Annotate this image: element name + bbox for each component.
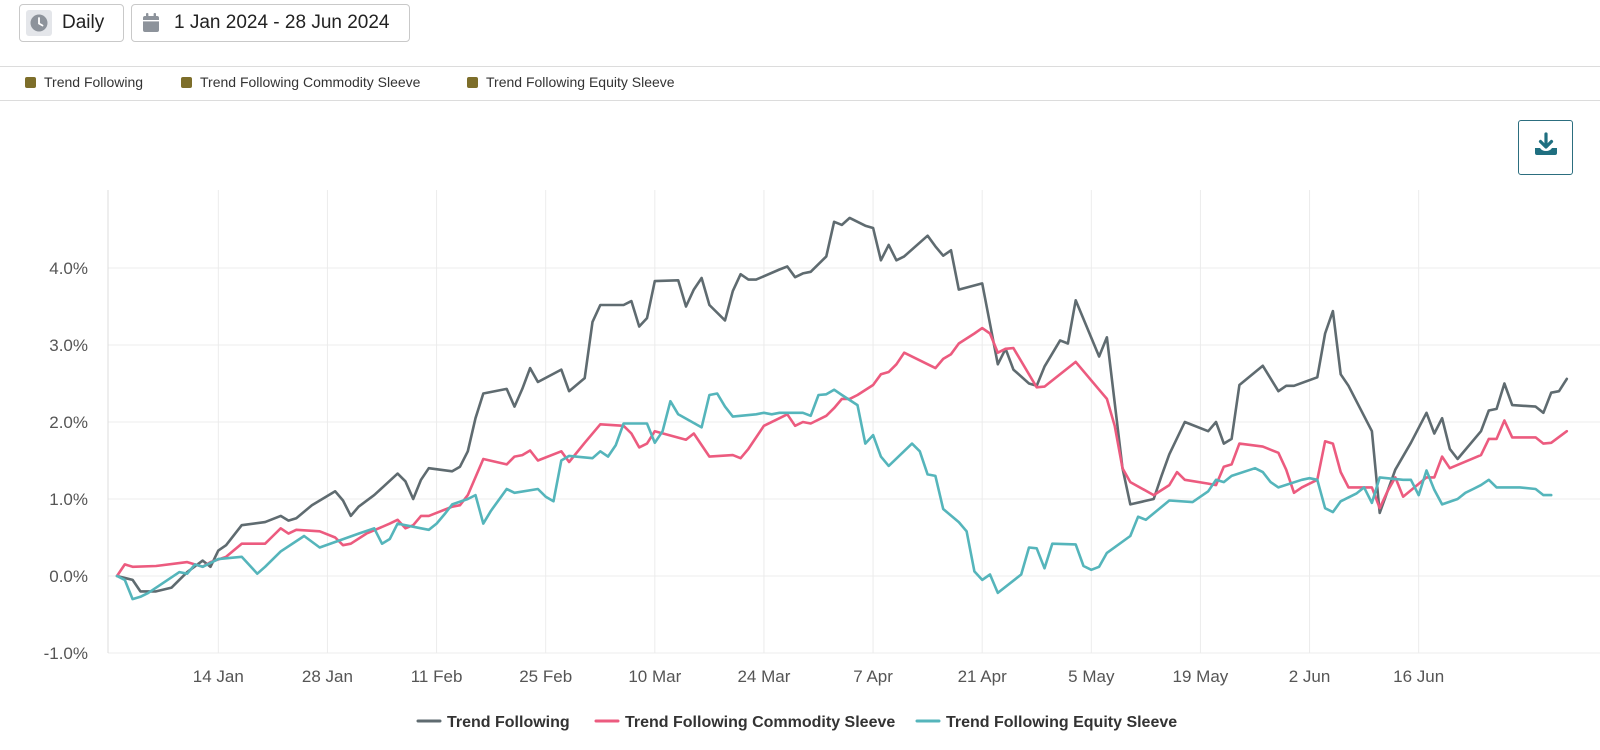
y-tick-label: -1.0% bbox=[44, 644, 88, 663]
x-tick-label: 19 May bbox=[1173, 667, 1229, 686]
chart-legend-item[interactable]: Trend Following Equity Sleeve bbox=[915, 714, 1177, 731]
x-tick-label: 2 Jun bbox=[1289, 667, 1331, 686]
chart-legend-item[interactable]: Trend Following bbox=[416, 714, 570, 731]
series-toggle-trend-following[interactable]: Trend Following bbox=[25, 74, 143, 90]
y-tick-label: 2.0% bbox=[49, 413, 88, 432]
legend-label: Trend Following Commodity Sleeve bbox=[200, 74, 421, 90]
series-toggle-commodity-sleeve[interactable]: Trend Following Commodity Sleeve bbox=[181, 74, 420, 90]
x-tick-label: 14 Jan bbox=[193, 667, 244, 686]
clock-icon bbox=[26, 10, 52, 36]
legend-label: Trend Following bbox=[44, 74, 144, 90]
series-toggle-equity-sleeve[interactable]: Trend Following Equity Sleeve bbox=[467, 74, 675, 90]
series-selector-legend: Trend Following Trend Following Commodit… bbox=[0, 66, 1600, 101]
x-tick-label: 24 Mar bbox=[737, 667, 790, 686]
calendar-icon bbox=[138, 10, 164, 36]
performance-line-chart: -1.0% 0.0% 1.0% 2.0% 3.0% 4.0% 14 Jan 28 Jan 11… bbox=[44, 190, 1600, 731]
x-tick-label: 21 Apr bbox=[958, 667, 1007, 686]
legend-swatch bbox=[467, 76, 478, 88]
download-button[interactable] bbox=[1518, 120, 1573, 175]
legend-swatch bbox=[181, 76, 192, 88]
series-line-1 bbox=[115, 326, 1569, 578]
date-range-label: 1 Jan 2024 - 28 Jun 2024 bbox=[174, 12, 390, 33]
download-icon bbox=[1532, 131, 1560, 164]
chart-legend-label: Trend Following bbox=[447, 714, 570, 731]
x-tick-label: 5 May bbox=[1068, 667, 1115, 686]
frequency-selector[interactable]: Daily bbox=[19, 4, 124, 42]
x-tick-label: 25 Feb bbox=[519, 667, 572, 686]
x-tick-label: 11 Feb bbox=[411, 667, 463, 686]
y-tick-label: 0.0% bbox=[49, 567, 88, 586]
x-tick-label: 7 Apr bbox=[853, 667, 893, 686]
chart-legend-item[interactable]: Trend Following Commodity Sleeve bbox=[594, 714, 895, 731]
chart-legend-label: Trend Following Commodity Sleeve bbox=[625, 714, 895, 731]
legend-label: Trend Following Equity Sleeve bbox=[486, 74, 675, 90]
frequency-label: Daily bbox=[62, 12, 105, 33]
chart-legend-label: Trend Following Equity Sleeve bbox=[946, 714, 1177, 731]
x-tick-label: 10 Mar bbox=[628, 667, 681, 686]
date-range-selector[interactable]: 1 Jan 2024 - 28 Jun 2024 bbox=[131, 4, 410, 42]
series-line-0 bbox=[115, 216, 1569, 593]
toolbar: Daily 1 Jan 2024 - 28 Jun 2024 bbox=[0, 0, 1600, 67]
y-tick-label: 4.0% bbox=[49, 259, 88, 278]
x-tick-label: 28 Jan bbox=[302, 667, 353, 686]
y-tick-label: 1.0% bbox=[49, 490, 88, 509]
x-tick-label: 16 Jun bbox=[1393, 667, 1444, 686]
y-tick-label: 3.0% bbox=[49, 336, 88, 355]
legend-swatch bbox=[25, 76, 36, 88]
series-line-2 bbox=[115, 388, 1553, 601]
